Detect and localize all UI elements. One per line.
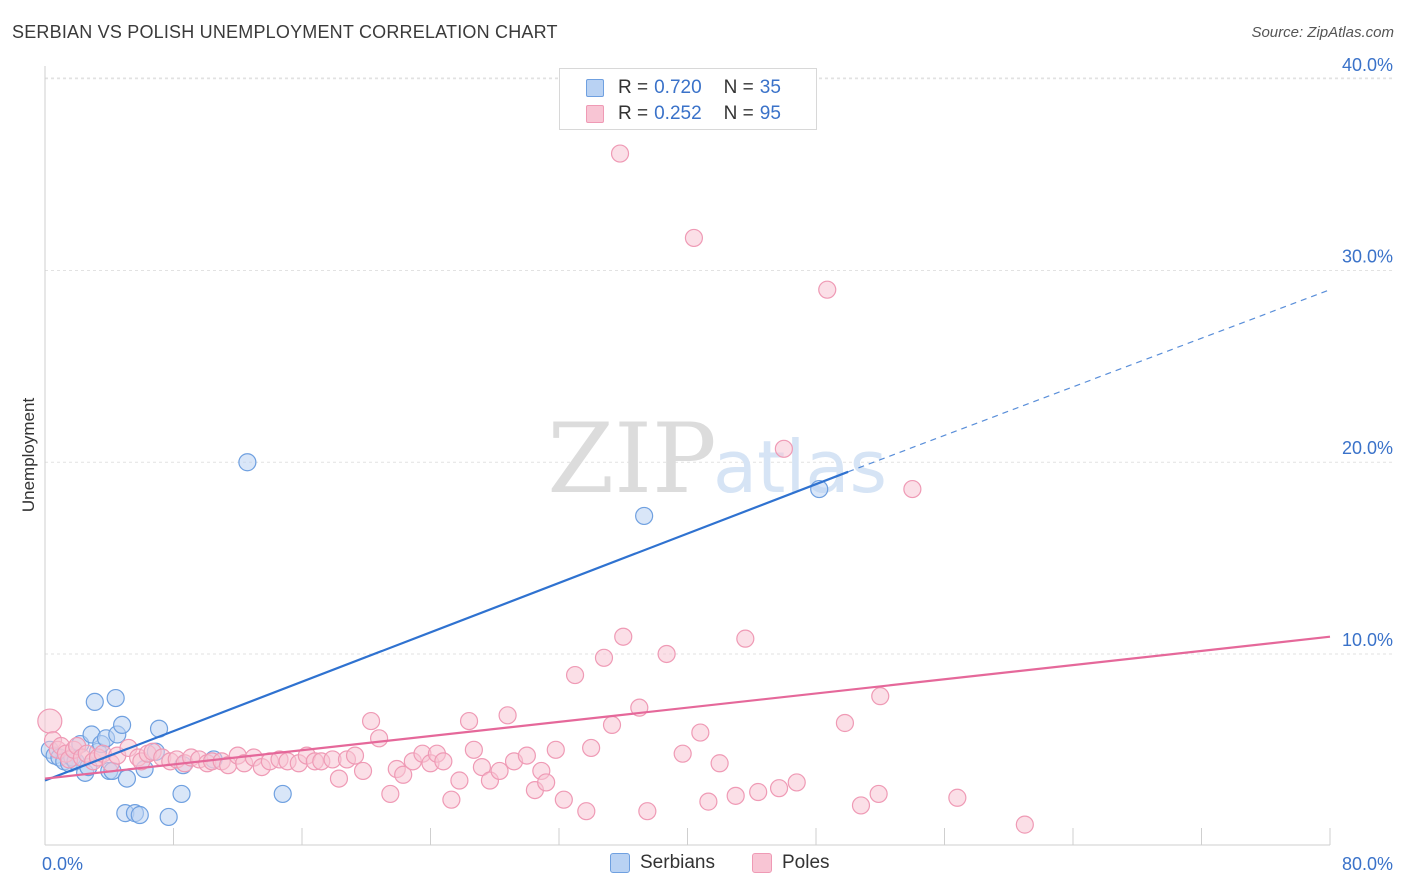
- trend-lines: [44, 289, 1331, 782]
- point-serbians: [130, 805, 149, 825]
- point-poles: [353, 761, 373, 781]
- point-poles: [602, 715, 622, 735]
- point-poles: [691, 723, 710, 742]
- legend-r-value-poles: 0.252: [654, 103, 702, 124]
- point-poles: [948, 788, 967, 807]
- point-poles: [699, 792, 718, 811]
- point-poles: [546, 740, 565, 759]
- point-poles: [434, 752, 453, 771]
- point-poles: [329, 769, 349, 788]
- y-axis-label: Unemployment: [19, 398, 38, 513]
- point-poles: [370, 729, 389, 748]
- x-tick-label-min: 0.0%: [42, 854, 83, 874]
- point-serbians: [635, 506, 654, 526]
- point-poles: [442, 790, 461, 809]
- legend-row-poles: R = 0.252 N = 95: [586, 102, 787, 126]
- data-points: [37, 144, 1034, 834]
- y-tick-label: 10.0%: [1342, 630, 1393, 650]
- point-serbians: [85, 692, 104, 712]
- point-poles: [381, 784, 400, 804]
- point-poles: [673, 744, 692, 763]
- point-poles: [684, 228, 704, 248]
- point-serbians: [112, 715, 132, 735]
- legend-swatch-poles: [586, 105, 604, 123]
- point-poles: [594, 648, 614, 667]
- legend-r-label: R =: [618, 77, 649, 98]
- bottom-legend-serbians: Serbians: [610, 852, 715, 874]
- bottom-legend-poles: Poles: [752, 852, 830, 874]
- legend-n-value-poles: 95: [759, 103, 781, 124]
- point-poles: [710, 754, 729, 773]
- point-poles: [774, 439, 793, 458]
- correlation-legend: R = 0.720 N = 35 R = 0.252 N = 95: [559, 68, 817, 130]
- y-tick-label: 40.0%: [1342, 55, 1393, 75]
- point-poles: [450, 771, 469, 790]
- bottom-legend-label-serbians: Serbians: [640, 852, 715, 873]
- y-tick-label: 30.0%: [1342, 247, 1393, 267]
- point-serbians: [238, 453, 257, 472]
- point-poles: [37, 708, 63, 734]
- point-poles: [537, 773, 556, 792]
- chart-title: SERBIAN VS POLISH UNEMPLOYMENT CORRELATI…: [12, 22, 558, 42]
- legend-swatch-serbians: [586, 79, 604, 97]
- point-poles: [749, 782, 768, 802]
- point-poles: [577, 802, 596, 821]
- point-poles: [459, 711, 479, 731]
- point-poles: [657, 644, 676, 664]
- point-serbians: [106, 688, 125, 708]
- point-poles: [464, 740, 483, 759]
- legend-row-serbians: R = 0.720 N = 35: [586, 76, 787, 100]
- point-poles: [472, 757, 491, 777]
- point-poles: [517, 746, 536, 765]
- point-poles: [851, 796, 871, 815]
- watermark-atlas: atlas: [713, 425, 887, 509]
- point-poles: [565, 665, 585, 685]
- bottom-legend-swatch-poles: [752, 853, 772, 873]
- trend-line-serbians-extension: [847, 289, 1331, 473]
- x-tick-label-max: 80.0%: [1342, 854, 1393, 874]
- trend-line-serbians: [44, 470, 849, 782]
- point-poles: [582, 738, 601, 758]
- point-poles: [614, 627, 633, 646]
- point-poles: [787, 773, 806, 792]
- point-poles: [1015, 815, 1034, 834]
- point-poles: [869, 784, 888, 804]
- point-poles: [726, 786, 745, 805]
- source-label: Source: ZipAtlas.com: [1251, 24, 1394, 41]
- legend-n-value-serbians: 35: [759, 77, 781, 98]
- point-poles: [490, 761, 509, 781]
- point-poles: [394, 765, 413, 784]
- point-poles: [903, 479, 922, 499]
- point-poles: [498, 706, 517, 725]
- gridlines: [45, 77, 1395, 655]
- point-poles: [345, 746, 365, 765]
- point-poles: [818, 280, 837, 299]
- point-poles: [610, 144, 630, 163]
- point-poles: [769, 779, 789, 798]
- point-poles: [638, 802, 657, 821]
- watermark-zip: ZIP: [547, 403, 716, 515]
- point-poles: [736, 629, 755, 648]
- point-serbians: [273, 784, 292, 804]
- legend-r-label: R =: [618, 103, 649, 124]
- legend-n-label: N =: [723, 103, 754, 124]
- trend-line-poles: [44, 635, 1331, 780]
- point-serbians: [172, 784, 191, 804]
- y-tick-label: 20.0%: [1342, 438, 1393, 458]
- point-poles: [871, 687, 890, 706]
- point-poles: [361, 711, 381, 731]
- legend-n-label: N =: [723, 77, 754, 98]
- point-poles: [554, 790, 573, 809]
- point-serbians: [117, 769, 137, 788]
- tick-labels: 10.0% 20.0% 30.0% 40.0% 0.0% 80.0%: [42, 55, 1393, 874]
- point-serbians: [159, 807, 178, 827]
- legend-r-value-serbians: 0.720: [654, 77, 702, 98]
- point-poles: [835, 713, 855, 733]
- bottom-legend-swatch-serbians: [610, 853, 630, 873]
- bottom-legend-label-poles: Poles: [782, 852, 830, 873]
